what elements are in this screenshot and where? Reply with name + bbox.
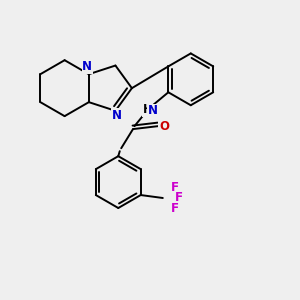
Text: F: F xyxy=(171,202,178,215)
Text: F: F xyxy=(175,191,183,205)
Text: H: H xyxy=(143,103,153,116)
Text: N: N xyxy=(112,109,122,122)
Text: F: F xyxy=(171,181,178,194)
Text: N: N xyxy=(148,104,158,117)
Text: O: O xyxy=(159,120,169,133)
Text: N: N xyxy=(82,60,92,73)
